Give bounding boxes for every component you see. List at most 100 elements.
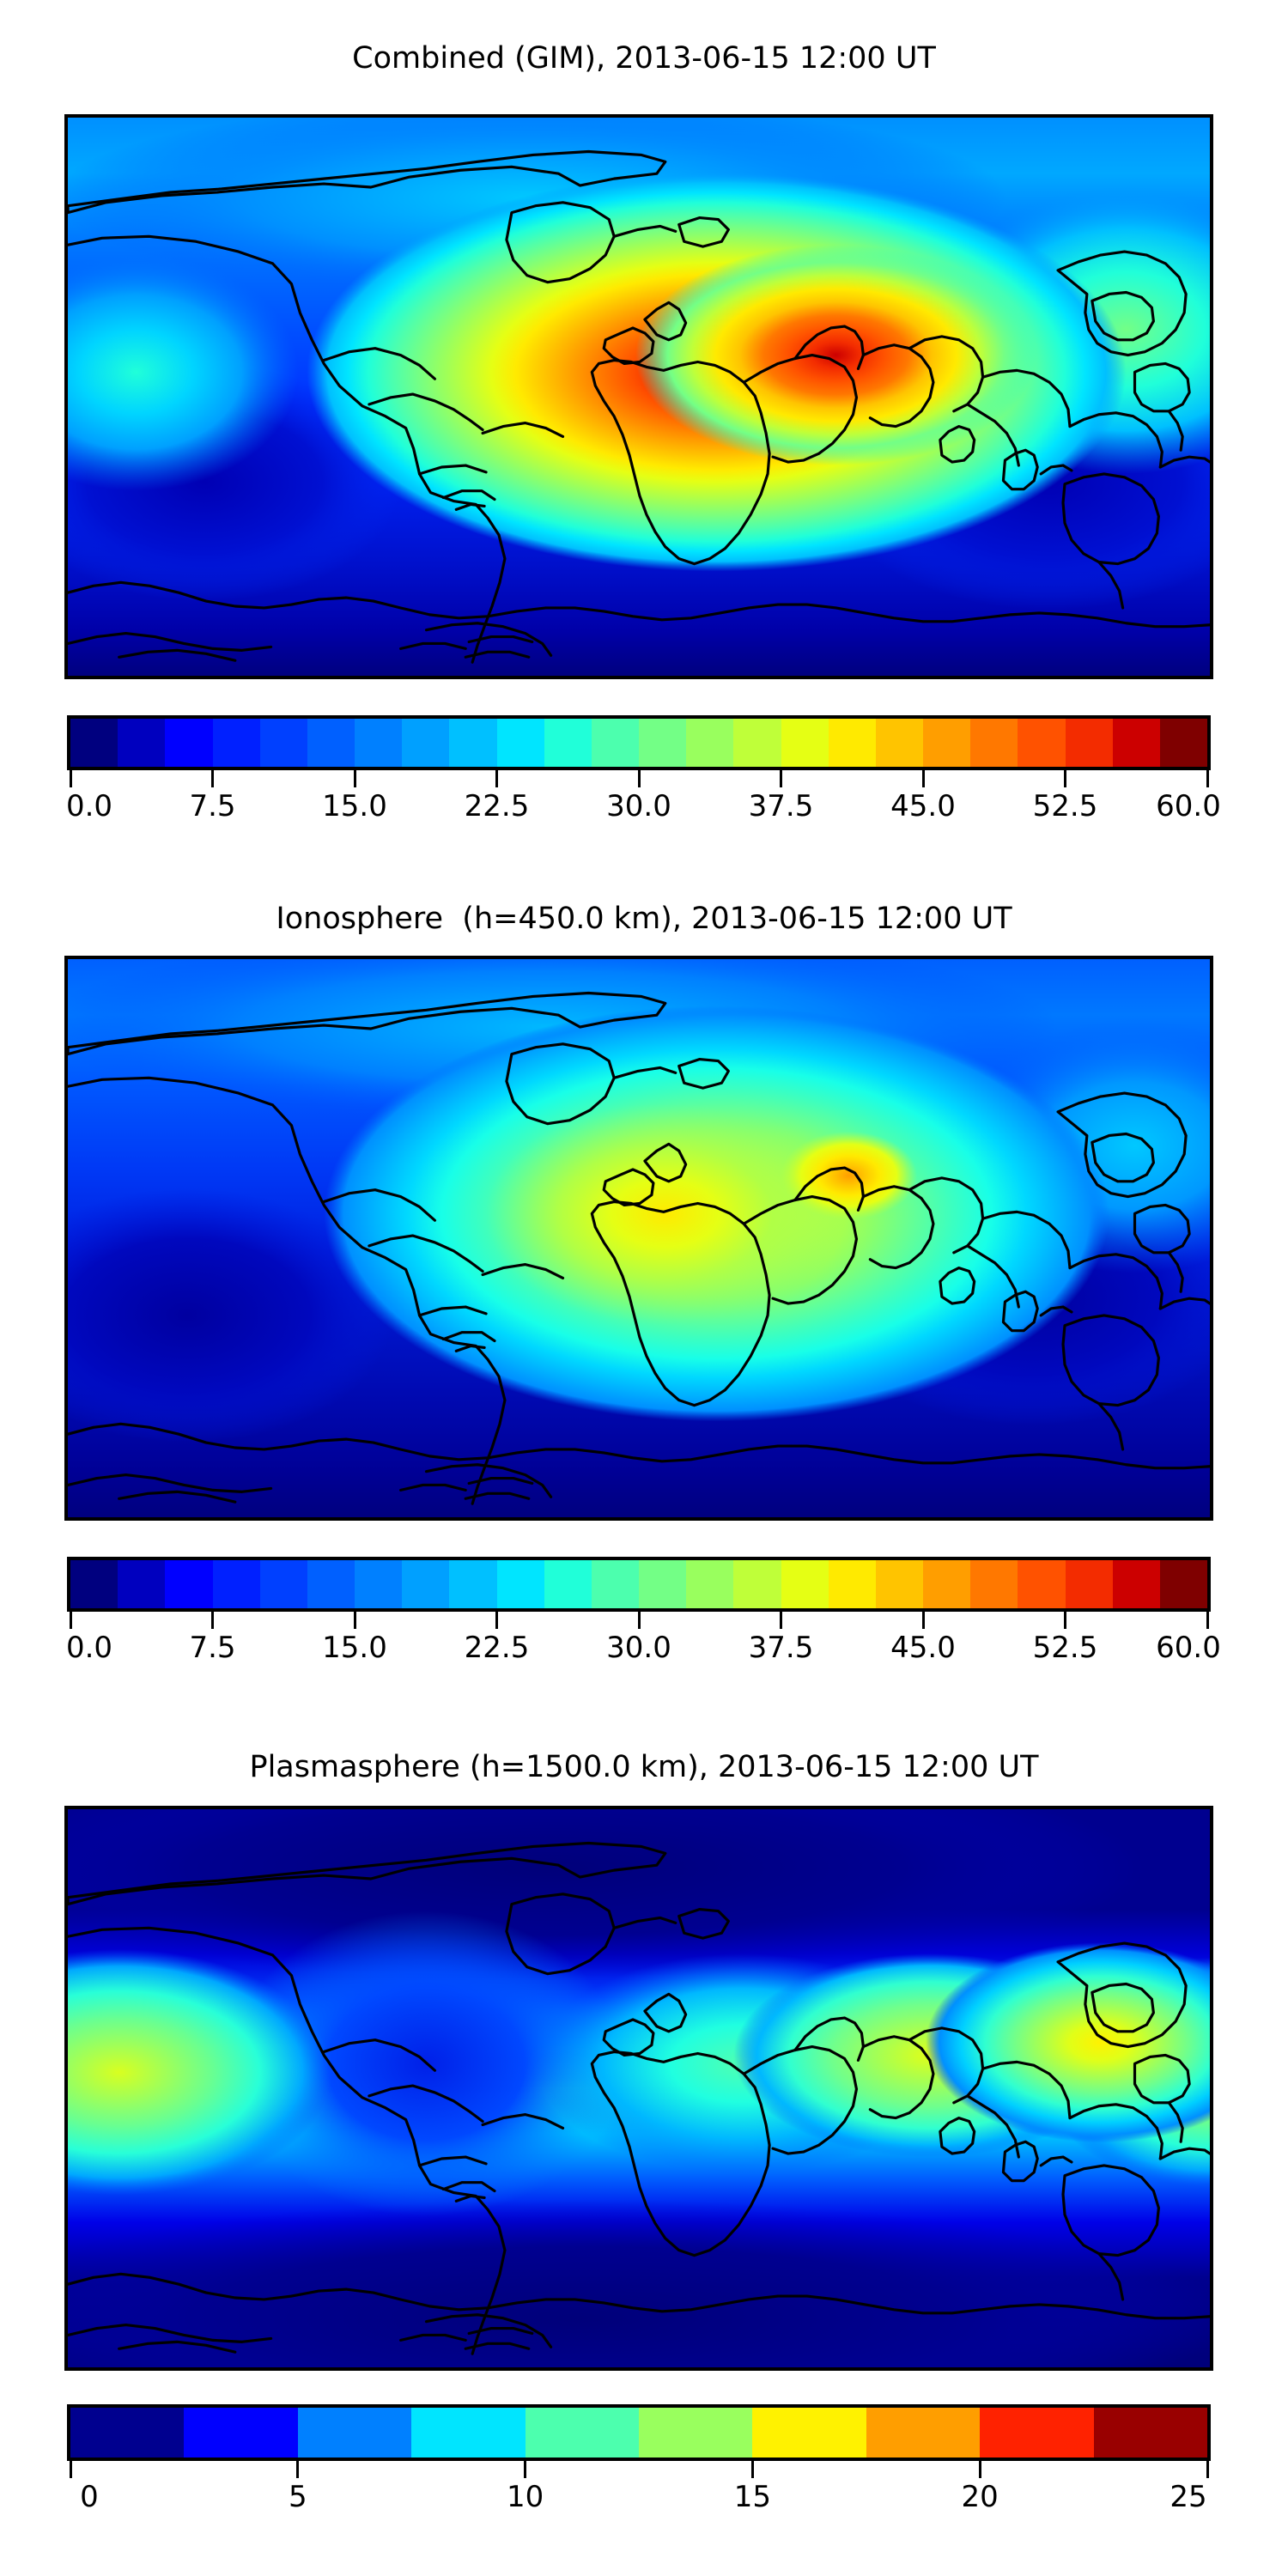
colorbar-tick-mark — [780, 1612, 782, 1629]
colorbar-tick-mark — [978, 2461, 981, 2478]
colorbar-band-6 — [752, 2408, 866, 2458]
colorbar-band-3 — [411, 2408, 526, 2458]
colorbar-band-4 — [525, 2408, 640, 2458]
field-crest-east — [635, 245, 1037, 466]
colorbar-tick-label: 45.0 — [890, 789, 956, 823]
colorbar-ionosphere: 0.0 7.5 15.0 22.5 30.0 37.5 45.0 52.5 60.0 — [65, 1557, 1221, 1668]
colorbar-band-20 — [1018, 719, 1066, 767]
colorbar-tick-mark — [211, 1612, 214, 1629]
panel-plasmasphere: Plasmasphere (h=1500.0 km), 2013-06-15 1… — [0, 1709, 1288, 2576]
colorbar-tick-mark — [750, 2461, 754, 2478]
colorbar-tick-mark — [921, 770, 925, 787]
colorbar-tick-mark — [353, 770, 356, 787]
colorbar-band-7 — [402, 719, 450, 767]
colorbar-tick-mark — [353, 1612, 356, 1629]
panel-combined: Combined (GIM), 2013-06-15 12:00 UT — [0, 0, 1288, 859]
field-antarctic-min — [68, 2199, 1210, 2367]
colorbar-band-11 — [591, 719, 640, 767]
colorbar-band-19 — [970, 719, 1018, 767]
field-east-pacific — [68, 253, 299, 491]
colorbar-tick-label: 30.0 — [606, 1631, 671, 1665]
colorbar-plasmasphere-ticks: 0 5 10 15 20 25 — [67, 2461, 1211, 2516]
map-ionosphere — [64, 956, 1213, 1521]
colorbar-tick-label: 52.5 — [1032, 1631, 1098, 1665]
colorbar-band-8 — [449, 1560, 497, 1608]
colorbar-band-8 — [449, 719, 497, 767]
colorbar-band-1 — [118, 1560, 166, 1608]
colorbar-tick-label: 7.5 — [189, 789, 236, 823]
colorbar-plasmasphere: 0 5 10 15 20 25 — [67, 2404, 1211, 2516]
colorbar-tick-label: 37.5 — [748, 789, 814, 823]
colorbar-band-18 — [923, 1560, 971, 1608]
colorbar-tick-mark — [637, 1612, 641, 1629]
colorbar-band-10 — [544, 719, 592, 767]
colorbar-tick-mark — [1064, 770, 1066, 787]
colorbar-tick-label: 0.0 — [65, 1631, 113, 1665]
colorbar-band-0 — [70, 719, 118, 767]
colorbar-band-14 — [733, 1560, 781, 1608]
colorbar-band-18 — [923, 719, 971, 767]
colorbar-tick-label: 15 — [733, 2480, 772, 2514]
colorbar-tick-label: 22.5 — [464, 1631, 530, 1665]
map-plasmasphere-svg — [68, 1809, 1210, 2367]
field-pacific-trough — [68, 1188, 392, 1443]
colorbar-band-7 — [866, 2408, 981, 2458]
colorbar-band-9 — [1093, 2408, 1208, 2458]
colorbar-band-2 — [297, 2408, 412, 2458]
map-combined-svg — [68, 118, 1210, 676]
colorbar-band-19 — [970, 1560, 1018, 1608]
colorbar-combined-ticks: 0.0 7.5 15.0 22.5 30.0 37.5 45.0 52.5 60.0 — [65, 770, 1221, 827]
colorbar-tick-label: 0 — [80, 2480, 99, 2514]
colorbar-tick-label: 37.5 — [748, 1631, 814, 1665]
map-combined — [64, 114, 1213, 679]
colorbar-band-21 — [1065, 719, 1113, 767]
colorbar-band-13 — [686, 719, 734, 767]
coastlines — [68, 991, 1210, 1505]
colorbar-tick-mark — [1206, 1612, 1209, 1629]
colorbar-tick-label: 7.5 — [189, 1631, 236, 1665]
colorbar-band-9 — [496, 1560, 544, 1608]
colorbar-band-5 — [307, 719, 355, 767]
colorbar-band-17 — [875, 719, 924, 767]
field-arabia-peak — [781, 1131, 918, 1220]
colorbar-tick-mark — [637, 770, 641, 787]
colorbar-band-5 — [639, 2408, 753, 2458]
colorbar-band-6 — [355, 719, 403, 767]
map-ionosphere-svg — [68, 959, 1210, 1517]
colorbar-tick-mark — [296, 2461, 300, 2478]
colorbar-band-23 — [1159, 1560, 1208, 1608]
colorbar-tick-mark — [69, 1612, 72, 1629]
colorbar-band-5 — [307, 1560, 355, 1608]
colorbar-band-9 — [496, 719, 544, 767]
colorbar-band-17 — [875, 1560, 924, 1608]
colorbar-ionosphere-bar — [67, 1557, 1211, 1612]
colorbar-band-15 — [781, 719, 829, 767]
panel-title-ionosphere: Ionosphere (h=450.0 km), 2013-06-15 12:0… — [276, 902, 1012, 936]
colorbar-band-1 — [184, 2408, 298, 2458]
colorbar-combined-bar — [67, 715, 1211, 770]
coastlines — [68, 1841, 1210, 2355]
colorbar-band-22 — [1112, 719, 1160, 767]
colorbar-band-6 — [355, 1560, 403, 1608]
colorbar-tick-label: 22.5 — [464, 789, 530, 823]
panel-title-plasmasphere: Plasmasphere (h=1500.0 km), 2013-06-15 1… — [249, 1750, 1039, 1784]
colorbar-band-2 — [165, 719, 213, 767]
colorbar-tick-mark — [495, 770, 498, 787]
colorbar-tick-mark — [69, 770, 72, 787]
colorbar-tick-label: 15.0 — [322, 1631, 387, 1665]
colorbar-band-22 — [1112, 1560, 1160, 1608]
colorbar-tick-label: 25 — [1170, 2480, 1207, 2514]
colorbar-band-14 — [733, 719, 781, 767]
colorbar-band-12 — [639, 719, 687, 767]
colorbar-band-4 — [259, 719, 307, 767]
colorbar-band-0 — [70, 2408, 185, 2458]
colorbar-tick-label: 15.0 — [322, 789, 387, 823]
colorbar-band-15 — [781, 1560, 829, 1608]
colorbar-tick-mark — [1206, 2461, 1209, 2478]
colorbar-band-3 — [212, 1560, 260, 1608]
colorbar-tick-mark — [69, 2461, 72, 2478]
colorbar-tick-label: 0.0 — [65, 789, 113, 823]
colorbar-band-23 — [1159, 719, 1208, 767]
colorbar-tick-mark — [211, 770, 214, 787]
colorbar-plasmasphere-bar — [67, 2404, 1211, 2461]
